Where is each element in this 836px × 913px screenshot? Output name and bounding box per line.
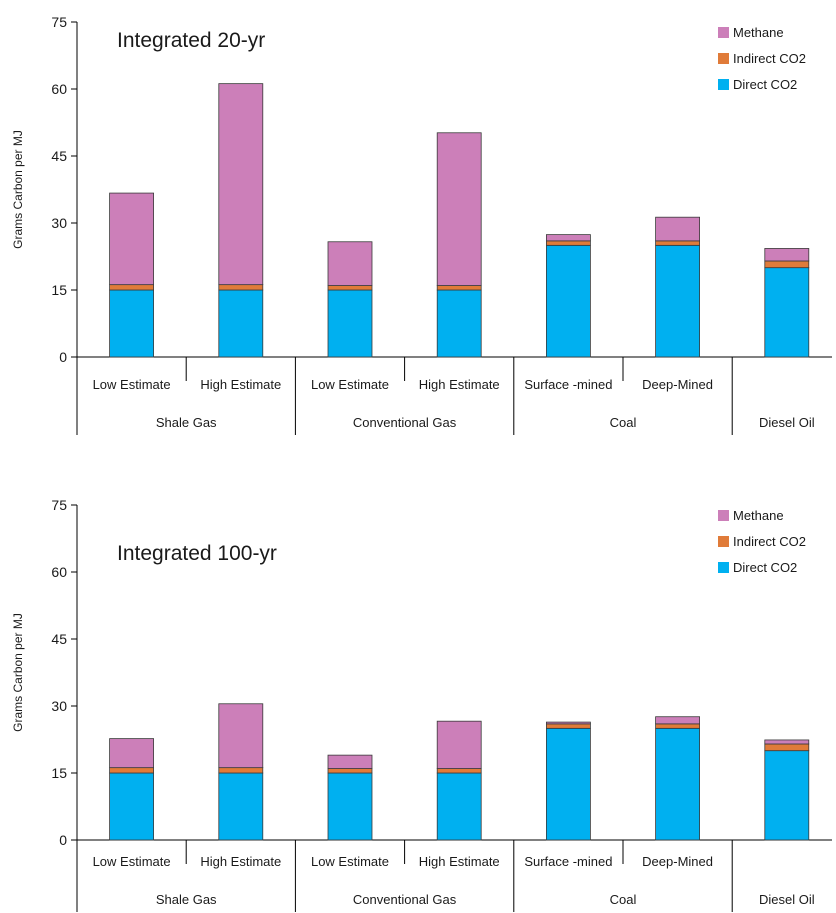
bar-indirect-co2 (436, 285, 482, 291)
bar-direct-co2 (436, 772, 482, 841)
legend-swatch (718, 53, 729, 64)
x-category-label: Low Estimate (93, 377, 171, 392)
x-group-label: Diesel Oil (759, 892, 815, 907)
bar-indirect-co2 (327, 285, 373, 291)
x-category-label: High Estimate (419, 377, 500, 392)
bar-methane (218, 703, 264, 769)
x-category-label: Deep-Mined (642, 377, 713, 392)
x-category-label: High Estimate (200, 854, 281, 869)
legend-label: Methane (733, 25, 784, 40)
bar-methane (546, 234, 591, 242)
bar-methane (546, 721, 591, 725)
x-category-label: High Estimate (419, 854, 500, 869)
y-tick-label: 15 (51, 765, 67, 781)
legend-swatch (718, 27, 729, 38)
legend-swatch (718, 510, 729, 521)
bar-direct-co2 (546, 244, 591, 358)
x-category-label: Deep-Mined (642, 854, 713, 869)
y-tick-label: 45 (51, 631, 67, 647)
x-group-label: Coal (610, 892, 637, 907)
bar-indirect-co2 (218, 284, 264, 291)
x-category-label: Surface -mined (524, 854, 612, 869)
y-tick-label: 60 (51, 564, 67, 580)
bar-direct-co2 (327, 289, 373, 358)
bar-direct-co2 (655, 244, 700, 358)
bar-indirect-co2 (764, 743, 810, 752)
x-group-label: Diesel Oil (759, 415, 815, 430)
bar-direct-co2 (764, 267, 810, 358)
bar-indirect-co2 (109, 767, 154, 774)
bar-methane (218, 83, 264, 286)
bar-indirect-co2 (109, 284, 154, 291)
y-tick-label: 75 (51, 497, 67, 513)
y-tick-label: 15 (51, 282, 67, 298)
bar-indirect-co2 (764, 260, 810, 269)
bar-methane (436, 720, 482, 769)
bar-direct-co2 (109, 772, 154, 841)
x-group-label: Conventional Gas (353, 415, 457, 430)
bar-methane (109, 738, 154, 769)
y-tick-label: 0 (59, 832, 67, 848)
y-tick-label: 30 (51, 698, 67, 714)
x-category-label: High Estimate (200, 377, 281, 392)
bar-indirect-co2 (327, 768, 373, 774)
x-group-label: Conventional Gas (353, 892, 457, 907)
bar-methane (655, 216, 700, 242)
x-category-label: Low Estimate (311, 377, 389, 392)
bar-direct-co2 (764, 750, 810, 841)
bar-methane (436, 132, 482, 286)
bar-indirect-co2 (546, 723, 591, 729)
chart-title: Integrated 20-yr (117, 29, 265, 52)
legend-label: Indirect CO2 (733, 534, 806, 549)
bar-direct-co2 (436, 289, 482, 358)
legend-swatch (718, 79, 729, 90)
bar-direct-co2 (218, 772, 264, 841)
bar-methane (327, 241, 373, 286)
y-tick-label: 0 (59, 349, 67, 365)
legend-label: Direct CO2 (733, 77, 797, 92)
bar-methane (109, 192, 154, 286)
y-tick-label: 45 (51, 148, 67, 164)
x-category-label: Surface -mined (524, 377, 612, 392)
legend-label: Indirect CO2 (733, 51, 806, 66)
bar-indirect-co2 (655, 240, 700, 246)
bar-indirect-co2 (546, 240, 591, 246)
legend-swatch (718, 536, 729, 547)
bar-indirect-co2 (436, 768, 482, 774)
chart-title: Integrated 100-yr (117, 542, 277, 565)
bar-indirect-co2 (218, 767, 264, 774)
y-axis-title: Grams Carbon per MJ (11, 613, 25, 732)
legend-swatch (718, 562, 729, 573)
y-tick-label: 30 (51, 215, 67, 231)
bar-indirect-co2 (655, 723, 700, 729)
bar-methane (764, 739, 810, 745)
bar-direct-co2 (218, 289, 264, 358)
legend-label: Direct CO2 (733, 560, 797, 575)
chart-panel-0: 0 15 30 45 60 75 Grams Carbon per MJ Low Estima… (11, 14, 832, 435)
y-tick-label: 60 (51, 81, 67, 97)
bar-methane (764, 248, 810, 262)
y-tick-label: 75 (51, 14, 67, 30)
x-group-label: Shale Gas (156, 892, 217, 907)
x-category-label: Low Estimate (93, 854, 171, 869)
bar-methane (327, 754, 373, 769)
y-axis-title: Grams Carbon per MJ (11, 130, 25, 249)
bar-direct-co2 (655, 727, 700, 841)
bar-direct-co2 (109, 289, 154, 358)
chart-panel-1: 0 15 30 45 60 75 Grams Carbon per MJ Low Estima… (11, 497, 832, 912)
x-group-label: Coal (610, 415, 637, 430)
legend-label: Methane (733, 508, 784, 523)
bar-direct-co2 (546, 727, 591, 841)
bar-direct-co2 (327, 772, 373, 841)
x-group-label: Shale Gas (156, 415, 217, 430)
bar-methane (655, 716, 700, 725)
x-category-label: Low Estimate (311, 854, 389, 869)
